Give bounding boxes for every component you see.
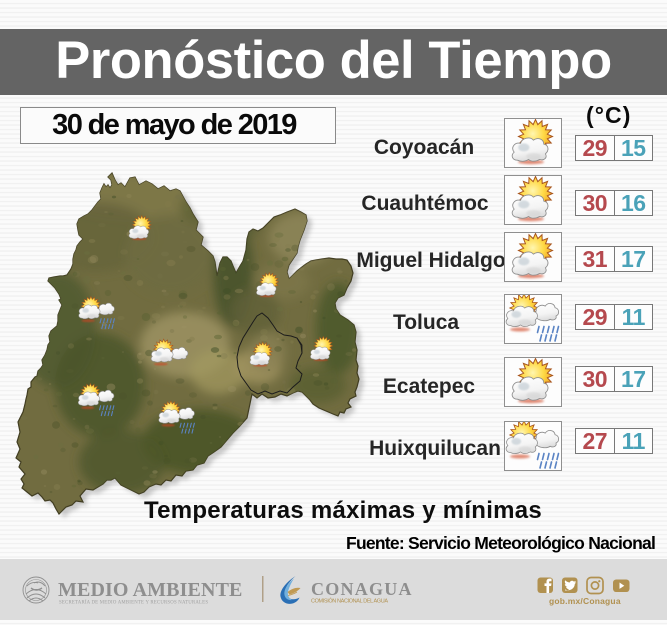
svg-text:gob.mx/Conagua: gob.mx/Conagua bbox=[549, 596, 621, 606]
svg-text:CONAGUA: CONAGUA bbox=[311, 579, 412, 599]
svg-text:COMISIÓN NACIONAL DEL AGUA: COMISIÓN NACIONAL DEL AGUA bbox=[311, 598, 388, 605]
svg-text:MEDIO AMBIENTE: MEDIO AMBIENTE bbox=[58, 579, 243, 601]
svg-text:SECRETARÍA DE MEDIO AMBIENTE Y: SECRETARÍA DE MEDIO AMBIENTE Y RECURSOS … bbox=[59, 600, 208, 606]
